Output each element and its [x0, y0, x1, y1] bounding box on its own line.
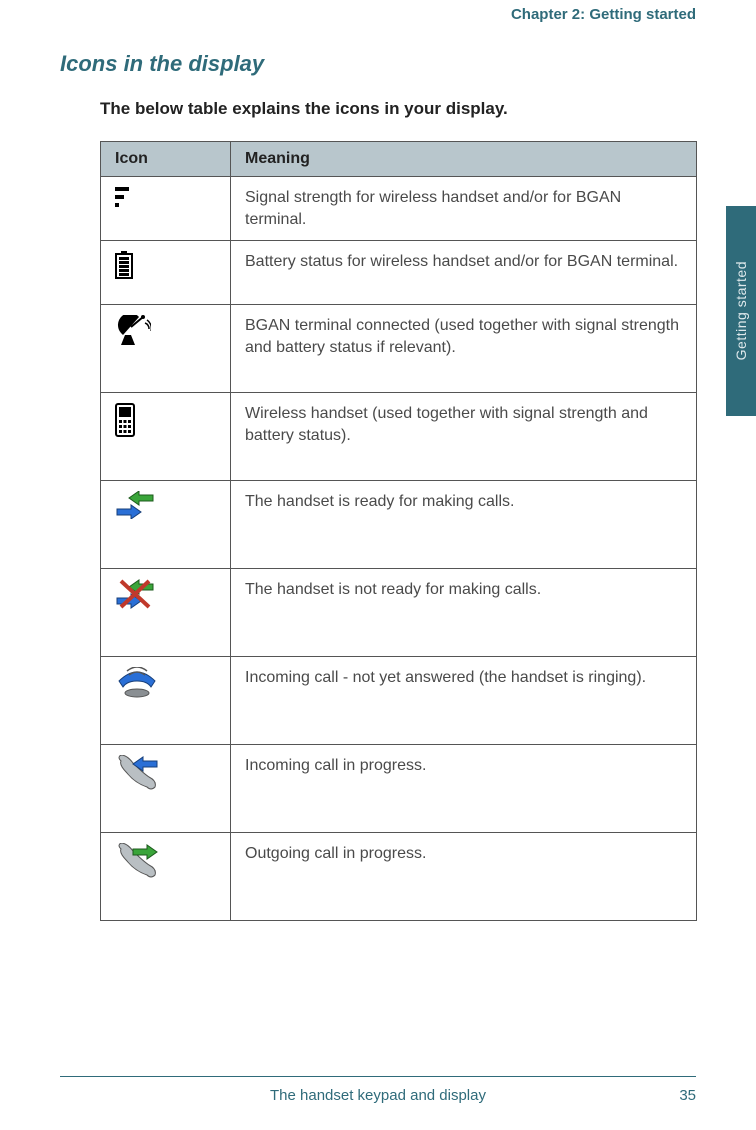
incoming-progress-icon — [115, 755, 159, 791]
table-row: BGAN terminal connected (used together w… — [101, 305, 697, 393]
meaning-cell: Battery status for wireless handset and/… — [231, 241, 697, 305]
intro-text: The below table explains the icons in yo… — [100, 99, 696, 119]
incoming-ringing-icon — [115, 667, 159, 699]
icon-cell — [101, 745, 231, 833]
ready-call-icon — [115, 491, 155, 519]
table-row: The handset is ready for making calls. — [101, 481, 697, 569]
bgan-connected-icon — [115, 315, 151, 345]
meaning-cell: Signal strength for wireless handset and… — [231, 177, 697, 241]
meaning-cell: Incoming call - not yet answered (the ha… — [231, 657, 697, 745]
side-tab-label: Getting started — [733, 261, 749, 360]
icon-cell — [101, 241, 231, 305]
meaning-cell: Outgoing call in progress. — [231, 833, 697, 921]
icon-cell — [101, 569, 231, 657]
table-row: Battery status for wireless handset and/… — [101, 241, 697, 305]
icon-cell — [101, 657, 231, 745]
table-row: Signal strength for wireless handset and… — [101, 177, 697, 241]
table-row: Outgoing call in progress. — [101, 833, 697, 921]
wireless-handset-icon — [115, 403, 135, 437]
icon-cell — [101, 481, 231, 569]
table-row: Incoming call in progress. — [101, 745, 697, 833]
icon-cell — [101, 177, 231, 241]
signal-strength-icon — [115, 187, 137, 207]
icon-cell — [101, 393, 231, 481]
table-row: Wireless handset (used together with sig… — [101, 393, 697, 481]
section-title: Icons in the display — [60, 51, 696, 77]
footer-page-number: 35 — [656, 1087, 696, 1104]
footer-title: The handset keypad and display — [100, 1087, 656, 1104]
icon-cell — [101, 833, 231, 921]
icons-table: Icon Meaning Signal strength for wireles… — [100, 141, 697, 921]
side-tab: Getting started — [726, 206, 756, 416]
meaning-cell: Incoming call in progress. — [231, 745, 697, 833]
page-footer: The handset keypad and display 35 — [60, 1076, 696, 1104]
header-icon: Icon — [101, 142, 231, 177]
table-row: The handset is not ready for making call… — [101, 569, 697, 657]
meaning-cell: The handset is ready for making calls. — [231, 481, 697, 569]
icon-cell — [101, 305, 231, 393]
battery-status-icon — [115, 251, 133, 279]
table-header-row: Icon Meaning — [101, 142, 697, 177]
table-row: Incoming call - not yet answered (the ha… — [101, 657, 697, 745]
not-ready-call-icon — [115, 579, 155, 609]
header-meaning: Meaning — [231, 142, 697, 177]
meaning-cell: Wireless handset (used together with sig… — [231, 393, 697, 481]
outgoing-progress-icon — [115, 843, 159, 879]
chapter-header: Chapter 2: Getting started — [0, 0, 756, 41]
meaning-cell: The handset is not ready for making call… — [231, 569, 697, 657]
meaning-cell: BGAN terminal connected (used together w… — [231, 305, 697, 393]
